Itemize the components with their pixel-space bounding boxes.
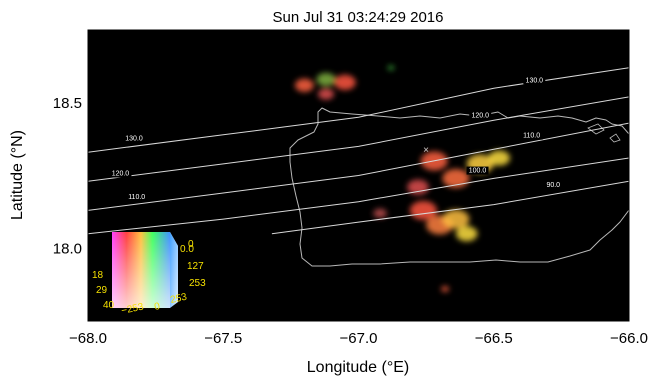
contour-100.0 [88, 157, 629, 235]
reflectivity-blob-14 [373, 208, 387, 219]
contour-90.0 [271, 180, 629, 235]
contour-label-120.0: 120.0 [112, 171, 130, 178]
contour-label-130.0: 130.0 [526, 77, 544, 84]
chart-title: Sun Jul 31 03:24:29 2016 [273, 9, 444, 26]
x-tick-label: −66.0 [610, 330, 648, 347]
reflectivity-blob-2 [334, 74, 356, 90]
reflectivity-blob-0 [294, 78, 314, 92]
y-axis-label: Latitude (°N) [9, 130, 26, 220]
contour-label-100.0: 100.0 [469, 168, 487, 175]
reflectivity-blob-4 [387, 65, 395, 71]
cube-label-0: 0 [188, 239, 194, 250]
x-tick-label: −67.0 [340, 330, 378, 347]
y-tick-label: 18.5 [53, 95, 82, 112]
radar-reflectivity-layer [294, 65, 510, 292]
reflectivity-blob-1 [316, 72, 336, 87]
reflectivity-blob-15 [441, 286, 450, 292]
reflectivity-blob-6 [442, 168, 470, 188]
cube-label-neg253: −253 [120, 301, 145, 317]
contour-label-130.0: 130.0 [125, 136, 143, 143]
cube-label-29: 29 [96, 285, 108, 296]
x-axis: −68.0 −67.5 −67.0 −66.5 −66.0 [69, 30, 648, 347]
cube-label-18: 18 [92, 270, 104, 281]
cube-label-40: 40 [103, 300, 115, 311]
x-tick-label: −66.5 [475, 330, 513, 347]
coastline [289, 107, 629, 267]
site-marker: × [423, 145, 429, 156]
x-tick-label: −68.0 [69, 330, 107, 347]
contour-120.0 [88, 96, 629, 182]
y-tick-label: 18.0 [53, 240, 82, 257]
reflectivity-blob-12 [442, 209, 470, 229]
cube-label-0-bottom: 0 [153, 301, 161, 313]
reflectivity-blob-13 [455, 226, 478, 242]
reflectivity-blob-10 [409, 200, 437, 220]
reflectivity-blob-8 [488, 150, 510, 166]
contour-label-110.0: 110.0 [128, 194, 145, 201]
cube-label-127: 127 [187, 261, 204, 272]
cube-label-253-right: 253 [189, 278, 206, 289]
reflectivity-blob-3 [317, 88, 335, 100]
x-tick-label: −67.5 [204, 330, 242, 347]
cube-label-253-bottom: 253 [169, 292, 188, 306]
contour-label-110.0: 110.0 [523, 133, 540, 140]
contour-label-90.0: 90.0 [546, 182, 560, 189]
contour-110.0 [88, 122, 629, 211]
contour-labels: 130.0 130.0 120.0 120.0 110.0 110.0 100.0 90.0 [109, 76, 565, 201]
coastline-east-island [587, 123, 621, 143]
y-axis: 18.0 18.5 [53, 95, 629, 257]
contour-label-120.0: 120.0 [471, 112, 489, 119]
color-cube-legend: 0.0 0 127 253 18 29 40 −253 0 253 [92, 232, 206, 317]
x-axis-label: Longitude (°E) [307, 359, 409, 376]
cube-label-0.0: 0.0 [180, 244, 194, 255]
